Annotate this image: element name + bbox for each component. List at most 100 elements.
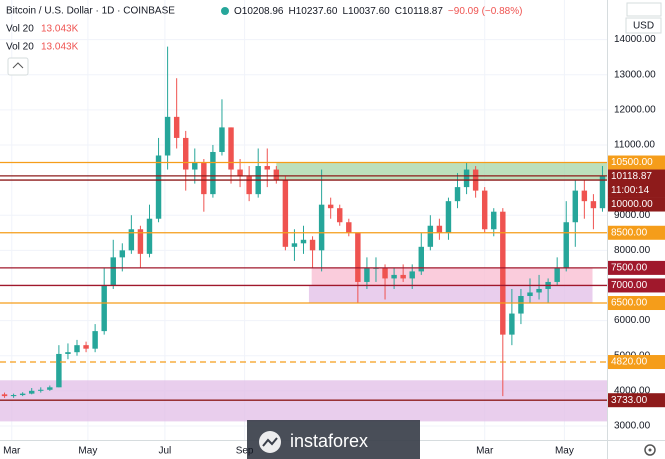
candle-body — [273, 169, 280, 181]
candle-body — [491, 211, 497, 230]
candle-body — [128, 229, 135, 251]
ohlc-value: −90.09 (−0.88%) — [448, 6, 523, 17]
indicator-value: 13.043K — [41, 42, 79, 53]
candle-body — [500, 211, 506, 335]
candle-body — [327, 204, 334, 209]
candle-body — [264, 166, 270, 170]
price-tag-label: 10500.00 — [611, 157, 653, 168]
candle-body — [83, 345, 89, 349]
price-tag-label: 10000.00 — [611, 199, 653, 210]
x-tick-label: May — [555, 446, 574, 457]
candle-body — [309, 239, 316, 251]
price-tag — [608, 155, 665, 170]
candle-body — [192, 162, 198, 170]
price-tag — [608, 260, 665, 275]
candle-body — [19, 393, 26, 396]
candle-body — [572, 190, 579, 223]
ohlc-value: H10237.60 — [289, 6, 338, 17]
candle-body — [481, 190, 488, 230]
indicator-value: 13.043K — [41, 24, 79, 35]
candle-body — [463, 169, 470, 188]
candle-body — [74, 345, 80, 353]
x-tick-label: Mar — [476, 446, 494, 457]
y-tick-label: 13000.00 — [614, 69, 656, 80]
y-tick-label: 14000.00 — [614, 34, 656, 45]
candle-body — [346, 222, 352, 233]
candle-body — [590, 201, 597, 209]
plot-area — [0, 0, 607, 440]
candle-body — [92, 331, 98, 349]
candle-body — [173, 116, 180, 138]
candle-body — [228, 127, 234, 170]
candle-body — [300, 239, 307, 244]
y-tick-label: 12000.00 — [614, 104, 656, 115]
zone — [276, 162, 607, 181]
candle-body — [101, 285, 107, 332]
candle-body — [454, 187, 461, 202]
candle-body — [599, 175, 606, 209]
candle-body — [355, 232, 361, 282]
candle-body — [119, 250, 126, 258]
ohlc-value: L10037.60 — [342, 6, 390, 17]
price-tag-label: 6500.00 — [611, 298, 648, 309]
candle-body — [110, 257, 116, 286]
candle-body — [291, 243, 298, 247]
y-tick-label: 3000.00 — [614, 421, 651, 432]
candle-body — [28, 390, 35, 394]
price-labels: 3000.004000.005000.006000.008000.009000.… — [608, 34, 665, 432]
ohlc-value: O10208.96 — [234, 6, 284, 17]
candle-body — [509, 313, 515, 335]
candle-body — [210, 151, 216, 195]
icon-button[interactable] — [626, 2, 662, 17]
status-dot — [221, 7, 229, 15]
candle-body — [554, 267, 560, 282]
candle-body — [164, 116, 171, 156]
indicator-legend: Vol 20 13.043K Vol 20 13.043K — [6, 24, 79, 53]
price-tag — [608, 296, 665, 311]
zone — [311, 267, 593, 286]
price-tag — [608, 278, 665, 293]
y-tick-label: 9000.00 — [614, 210, 651, 221]
x-tick-label: Mar — [3, 446, 21, 457]
countdown-label: 11:00:14 — [611, 185, 650, 196]
y-tick-label: 8000.00 — [614, 245, 651, 256]
candle-body — [246, 176, 252, 195]
candle-body — [337, 208, 343, 223]
x-tick-label: Sep — [236, 446, 254, 457]
candle-body — [518, 295, 524, 314]
candle-body — [436, 225, 443, 233]
candle-body — [427, 225, 434, 247]
x-tick-label: May — [78, 446, 97, 457]
candle-body — [364, 267, 370, 282]
candle-body — [219, 127, 225, 152]
price-tag — [608, 169, 665, 198]
price-tag-label: 3733.00 — [611, 395, 648, 406]
candle-body — [237, 169, 243, 177]
collapse-button[interactable] — [7, 57, 29, 76]
candle-body — [282, 180, 289, 247]
candle-body — [201, 162, 207, 195]
candle-body — [10, 395, 17, 397]
candle-body — [318, 204, 325, 251]
indicator-name: Vol 20 — [6, 42, 34, 53]
candle-body — [400, 274, 406, 279]
candle-body — [536, 288, 542, 293]
price-tag-label: 7000.00 — [611, 280, 648, 291]
candle-body — [563, 222, 569, 268]
candle-body — [137, 229, 144, 254]
candle-body — [409, 271, 415, 279]
price-tag — [608, 355, 665, 370]
header: Bitcoin / U.S. Dollar · 1D · COINBASE O1… — [6, 6, 522, 17]
settings-icon[interactable] — [644, 444, 656, 456]
price-tag — [608, 225, 665, 240]
ohlc-value: C10118.87 — [395, 6, 444, 17]
chevron-icon — [12, 62, 24, 69]
candle-body — [38, 389, 44, 391]
currency-box[interactable] — [625, 17, 662, 34]
currency-label: USD — [633, 21, 654, 32]
price-tag-label: 8500.00 — [611, 227, 648, 238]
indicator-name: Vol 20 — [6, 24, 34, 35]
y-tick-label: 6000.00 — [614, 315, 651, 326]
